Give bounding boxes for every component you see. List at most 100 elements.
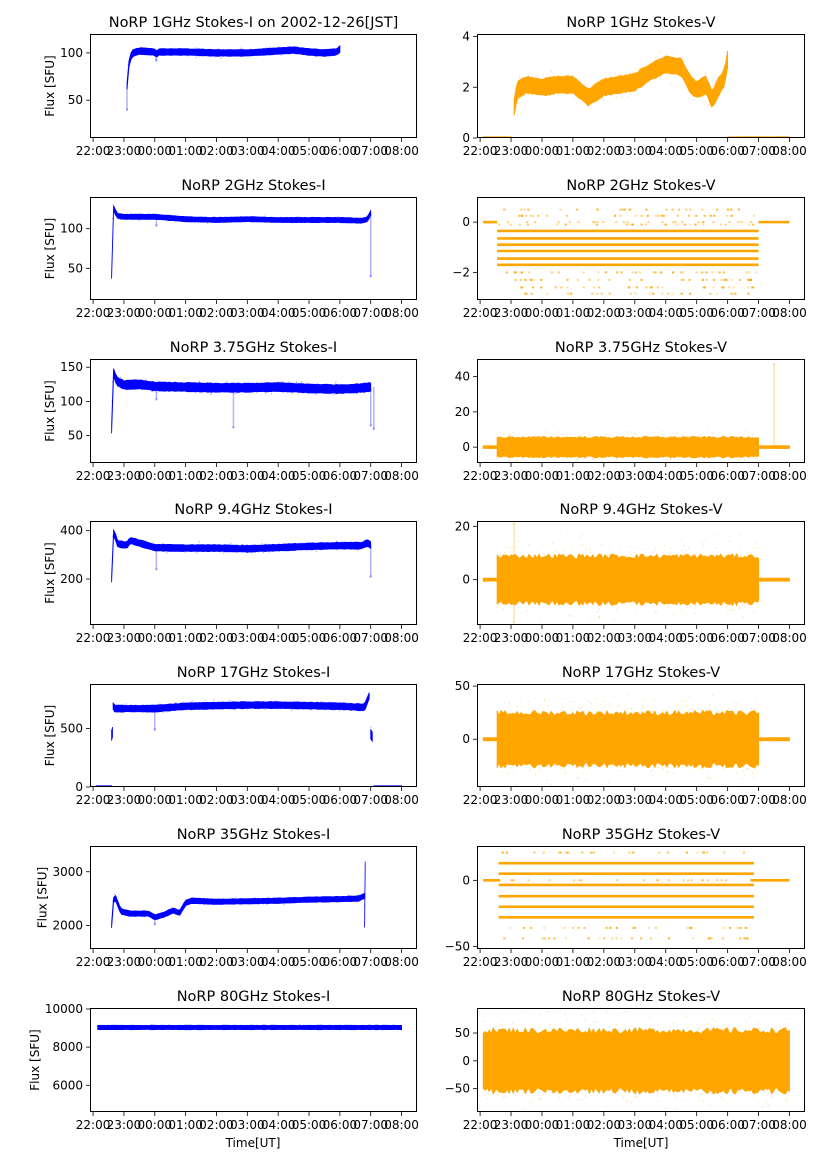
data-point — [589, 551, 591, 553]
data-point — [580, 1014, 583, 1016]
data-point — [641, 555, 643, 558]
data-point — [174, 47, 176, 49]
data-point — [237, 1025, 239, 1027]
data-point — [369, 214, 372, 216]
data-point — [541, 714, 543, 716]
data-point — [610, 705, 612, 708]
data-point — [782, 447, 784, 449]
data-point — [249, 707, 251, 709]
data-point — [150, 711, 153, 713]
data-point — [495, 579, 497, 582]
data-point — [191, 897, 193, 899]
data-point — [540, 1098, 542, 1100]
data-point — [303, 392, 305, 395]
level-dot — [704, 271, 707, 274]
data-point — [200, 391, 202, 393]
data-point — [596, 80, 598, 82]
data-point — [220, 390, 222, 392]
data-point — [167, 218, 170, 221]
data-point — [549, 1023, 551, 1026]
data-point — [138, 219, 140, 222]
data-point — [266, 1025, 268, 1027]
data-point — [525, 455, 527, 457]
data-point — [714, 547, 717, 549]
data-point — [757, 553, 759, 555]
data-point — [494, 445, 496, 448]
data-point — [202, 48, 205, 50]
data-point — [118, 386, 120, 388]
data-point — [156, 544, 158, 546]
data-point — [207, 550, 209, 553]
data-point — [129, 388, 131, 390]
data-point — [572, 75, 574, 77]
data-point — [196, 552, 198, 554]
data-point — [727, 1031, 729, 1034]
data-point — [710, 1087, 712, 1090]
level-dot — [652, 292, 655, 295]
data-point — [700, 77, 702, 79]
x-tick-label: 04:00 — [648, 469, 683, 483]
data-point — [234, 1025, 236, 1027]
data-point — [115, 710, 118, 713]
data-point — [711, 1030, 714, 1032]
level-dot — [689, 292, 692, 295]
data-point — [357, 1028, 360, 1030]
data-point — [753, 546, 755, 549]
data-point — [156, 380, 158, 382]
data-point — [633, 601, 635, 603]
y-tick-label: 0 — [462, 215, 470, 229]
x-tick-label: 02:00 — [199, 1118, 234, 1132]
data-point — [328, 221, 330, 223]
data-point — [116, 1025, 119, 1027]
data-point — [277, 52, 279, 55]
subplot-title: NoRP 9.4GHz Stokes-I — [174, 502, 332, 518]
data-point — [310, 896, 312, 899]
data-point — [749, 710, 752, 712]
level-dot — [520, 214, 524, 217]
x-tick-label: 03:00 — [230, 955, 265, 969]
data-point — [485, 739, 487, 741]
data-point — [227, 544, 230, 547]
data-point — [571, 74, 574, 76]
level-dot — [664, 223, 667, 226]
level-dot — [722, 271, 725, 274]
data-point — [152, 214, 154, 216]
data-point — [552, 456, 554, 458]
outlier-point — [512, 522, 516, 525]
series-band — [370, 728, 373, 743]
data-point — [279, 217, 281, 219]
data-point — [135, 379, 137, 381]
data-point — [255, 1024, 257, 1027]
data-point — [547, 704, 549, 707]
data-point — [614, 460, 616, 463]
data-point — [730, 138, 731, 139]
data-point — [657, 1032, 659, 1034]
data-point — [714, 1093, 716, 1096]
data-point — [509, 437, 511, 440]
data-point — [589, 548, 592, 550]
data-point — [242, 1028, 245, 1030]
x-tick-label: 04:00 — [648, 793, 683, 807]
level-dot — [638, 271, 641, 274]
data-point — [315, 392, 317, 394]
data-point — [316, 896, 318, 898]
data-point — [670, 457, 672, 459]
data-point — [337, 220, 339, 223]
data-point — [757, 603, 759, 605]
data-point — [569, 1094, 571, 1096]
data-point — [636, 610, 638, 612]
data-point — [290, 221, 292, 223]
level-dot — [632, 926, 635, 929]
y-tick-label: 100 — [60, 394, 83, 408]
data-point — [217, 48, 220, 50]
data-point — [700, 709, 702, 711]
data-point — [513, 555, 516, 557]
data-point — [165, 711, 168, 713]
data-point — [665, 771, 668, 773]
x-tick-label: 04:00 — [648, 144, 683, 158]
level-dot — [687, 879, 690, 882]
data-point — [381, 1029, 384, 1031]
data-point — [703, 92, 705, 94]
level-dot — [703, 214, 706, 217]
data-point — [241, 216, 243, 219]
